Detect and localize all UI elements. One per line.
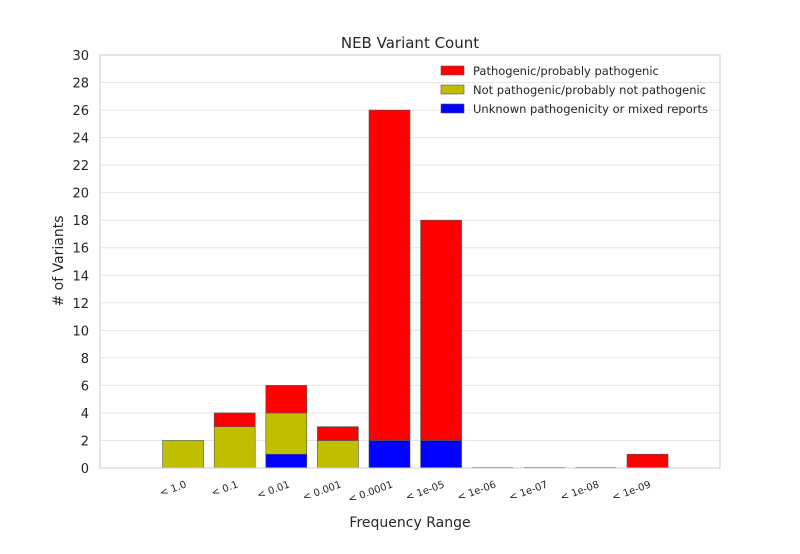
x-axis-ticks: < 1.0 < 0.1 < 0.01 < 0.001 < 0.0001 < 1e-05 < … xyxy=(159,479,653,505)
bar-segment xyxy=(265,453,308,469)
x-tick-label: < 1e-07 xyxy=(508,479,550,503)
bar-segment xyxy=(265,385,308,414)
bar-segment xyxy=(265,412,308,455)
y-tick-label: 28 xyxy=(72,77,89,92)
y-tick-label: 18 xyxy=(72,214,89,229)
bar-segment xyxy=(420,440,462,469)
y-tick-label: 24 xyxy=(72,132,89,147)
legend-label: Unknown pathogenicity or mixed reports xyxy=(473,102,708,116)
y-tick-label: 10 xyxy=(72,324,89,339)
y-tick-label: 14 xyxy=(72,269,89,284)
x-tick-label: < 1.0 xyxy=(159,479,189,499)
legend-label: Not pathogenic/probably not pathogenic xyxy=(473,83,706,97)
y-tick-label: 20 xyxy=(72,187,89,202)
chart-title: NEB Variant Count xyxy=(341,34,479,52)
legend: Pathogenic/probably pathogenic Not pathog… xyxy=(440,64,708,116)
bar-segment xyxy=(420,219,462,441)
legend-label: Pathogenic/probably pathogenic xyxy=(473,64,659,78)
legend-swatch xyxy=(440,65,465,76)
bar-segment xyxy=(162,440,204,469)
y-tick-label: 6 xyxy=(81,379,89,394)
y-tick-label: 16 xyxy=(72,242,89,257)
bar-segment xyxy=(213,412,256,427)
bars xyxy=(162,109,669,469)
legend-swatch xyxy=(440,84,465,95)
x-tick-label: < 0.1 xyxy=(210,479,240,499)
y-tick-label: 26 xyxy=(72,104,89,119)
y-tick-label: 8 xyxy=(81,352,89,367)
bar-segment xyxy=(368,109,411,441)
x-tick-label: < 1e-05 xyxy=(404,479,446,503)
y-tick-label: 2 xyxy=(81,434,89,449)
x-tick-label: < 0.0001 xyxy=(347,479,395,505)
legend-swatch xyxy=(440,103,465,114)
y-tick-label: 30 xyxy=(72,49,89,64)
y-tick-label: 22 xyxy=(72,159,89,174)
bar-segment xyxy=(317,440,359,469)
bar-segment xyxy=(213,426,256,469)
y-tick-label: 0 xyxy=(81,462,89,477)
y-axis-label: # of Variants xyxy=(51,215,67,306)
plot-border xyxy=(99,54,721,469)
x-tick-label: < 1e-08 xyxy=(559,479,601,503)
x-tick-label: < 0.01 xyxy=(256,479,292,501)
x-axis-label: Frequency Range xyxy=(349,515,470,531)
bar-segment xyxy=(317,426,359,441)
x-tick-label: < 0.001 xyxy=(301,479,343,503)
y-tick-label: 4 xyxy=(81,407,89,422)
bar-segment xyxy=(368,440,411,469)
x-tick-label: < 1e-06 xyxy=(456,479,498,503)
bar-segment xyxy=(626,453,669,469)
x-tick-label: < 1e-09 xyxy=(611,479,653,503)
y-tick-label: 12 xyxy=(72,297,89,312)
